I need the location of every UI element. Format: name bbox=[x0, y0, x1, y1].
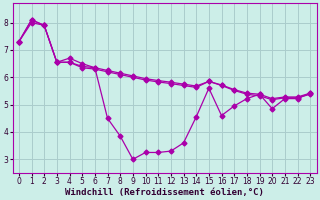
X-axis label: Windchill (Refroidissement éolien,°C): Windchill (Refroidissement éolien,°C) bbox=[65, 188, 264, 197]
